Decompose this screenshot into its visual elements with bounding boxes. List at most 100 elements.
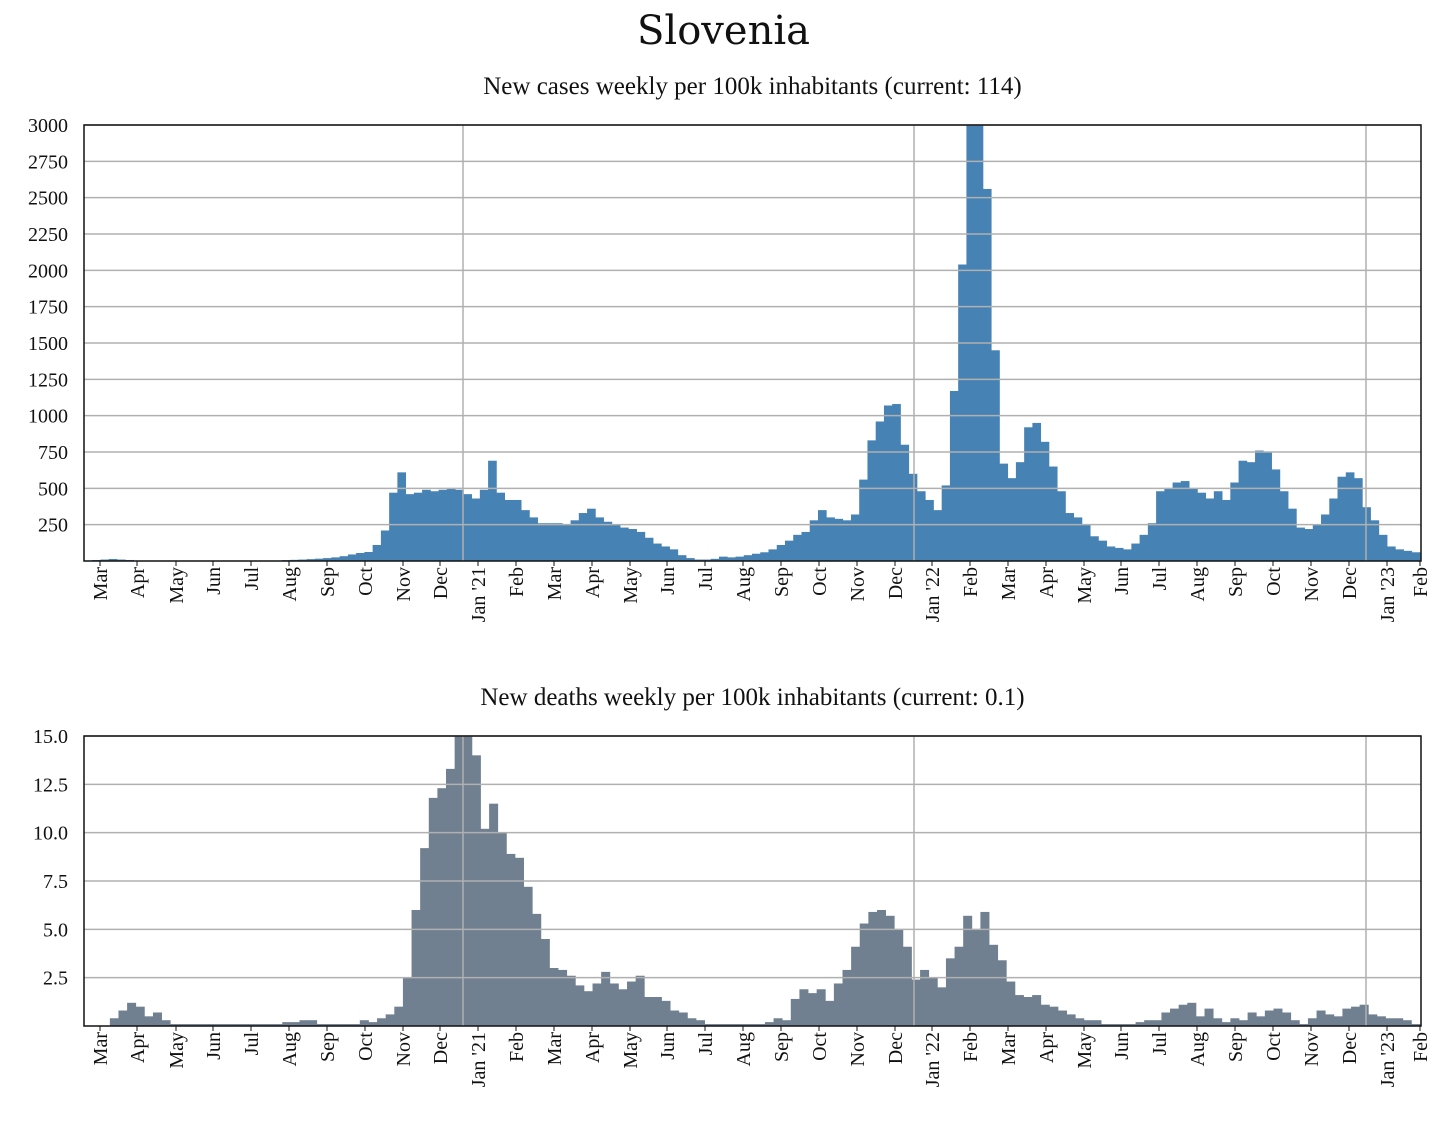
cases-bar bbox=[1131, 543, 1141, 561]
deaths-xtick-label: Feb bbox=[960, 1032, 982, 1062]
deaths-bar bbox=[1238, 1020, 1249, 1026]
cases-bar bbox=[999, 463, 1009, 561]
cases-bar bbox=[1139, 534, 1149, 561]
cases-bar bbox=[339, 556, 349, 561]
deaths-bar bbox=[428, 797, 438, 1026]
deaths-xtick-label: Apr bbox=[582, 1032, 604, 1063]
cases-bar bbox=[620, 527, 629, 561]
cases-bar bbox=[784, 540, 794, 561]
deaths-bar bbox=[480, 828, 490, 1026]
deaths-ytick-label: 15.0 bbox=[33, 726, 68, 748]
deaths-bar bbox=[1195, 1016, 1205, 1026]
deaths-bar bbox=[1221, 1022, 1231, 1026]
cases-xtick-label: Jan '22 bbox=[922, 567, 944, 622]
cases-ytick-label: 750 bbox=[38, 442, 68, 464]
deaths-bar bbox=[532, 913, 542, 1026]
deaths-xtick-label: Nov bbox=[1301, 1032, 1323, 1066]
deaths-xtick-label: Mar bbox=[90, 1032, 112, 1066]
deaths-bar bbox=[790, 998, 800, 1026]
deaths-bar bbox=[928, 977, 938, 1026]
deaths-bar bbox=[256, 1024, 266, 1026]
cases-bar bbox=[892, 404, 901, 561]
deaths-bar bbox=[1049, 1006, 1059, 1026]
cases-bar bbox=[1329, 498, 1338, 561]
cases-ytick-label: 2500 bbox=[28, 188, 68, 210]
cases-bar bbox=[1106, 546, 1116, 561]
cases-bar bbox=[1147, 523, 1157, 561]
cases-bar bbox=[958, 264, 967, 561]
cases-xtick-label: Sep bbox=[771, 567, 793, 597]
cases-bar bbox=[512, 499, 522, 561]
cases-bar bbox=[603, 521, 613, 561]
deaths-bar bbox=[437, 788, 447, 1026]
cases-bar bbox=[331, 557, 341, 561]
deaths-bar bbox=[1351, 1006, 1361, 1026]
deaths-bar bbox=[652, 997, 662, 1026]
cases-bar bbox=[364, 551, 374, 561]
deaths-bar bbox=[377, 1018, 387, 1026]
cases-bar bbox=[545, 523, 555, 561]
cases-bar bbox=[752, 553, 761, 561]
deaths-bar bbox=[997, 960, 1007, 1026]
cases-xtick-label: Aug bbox=[733, 567, 755, 601]
cases-xtick-label: Nov bbox=[847, 567, 869, 601]
cases-xtick-label: Feb bbox=[960, 567, 982, 597]
deaths-bar bbox=[1394, 1018, 1404, 1026]
cases-bar bbox=[413, 492, 423, 561]
deaths-bar bbox=[1057, 1010, 1068, 1026]
cases-xtick-label: Jul bbox=[241, 567, 263, 591]
deaths-bar bbox=[1152, 1020, 1162, 1026]
cases-xtick-label: Sep bbox=[317, 567, 339, 597]
cases-bar bbox=[1354, 478, 1363, 561]
deaths-bar bbox=[178, 1024, 188, 1026]
deaths-bar bbox=[1247, 1012, 1257, 1026]
cases-bar bbox=[1197, 492, 1206, 561]
deaths-bar bbox=[713, 1024, 723, 1026]
cases-frame bbox=[83, 124, 1422, 562]
deaths-bar bbox=[1273, 1008, 1283, 1026]
page-title: Slovenia bbox=[637, 8, 810, 54]
deaths-bar bbox=[670, 1010, 680, 1026]
deaths-bar bbox=[1170, 1008, 1180, 1026]
cases-bar bbox=[1321, 514, 1330, 561]
cases-bar bbox=[760, 552, 769, 561]
deaths-bar bbox=[1333, 1016, 1343, 1026]
cases-bar bbox=[389, 492, 398, 561]
cases-bar bbox=[488, 460, 497, 561]
deaths-bar bbox=[885, 915, 895, 1026]
deaths-xtick-label: Dec bbox=[430, 1032, 452, 1064]
deaths-bar bbox=[980, 911, 990, 1026]
deaths-xtick-label: Sep bbox=[317, 1032, 339, 1062]
cases-ytick-label: 2750 bbox=[28, 151, 68, 173]
cases-xtick-label: Sep bbox=[1225, 567, 1247, 597]
cases-bar bbox=[1205, 498, 1215, 561]
deaths-xtick-label: Sep bbox=[1225, 1032, 1247, 1062]
cases-bar bbox=[776, 545, 786, 561]
deaths-bar bbox=[290, 1022, 300, 1026]
deaths-ytick-label: 5.0 bbox=[43, 919, 68, 941]
deaths-frame bbox=[83, 735, 1422, 1027]
cases-bar bbox=[1304, 529, 1314, 561]
cases-bar bbox=[743, 555, 753, 561]
cases-bar bbox=[1156, 491, 1165, 561]
cases-bar bbox=[306, 559, 316, 561]
deaths-bar bbox=[1187, 1002, 1197, 1026]
deaths-xtick-label: Aug bbox=[279, 1032, 301, 1066]
cases-bar bbox=[537, 523, 547, 561]
deaths-bar bbox=[523, 886, 533, 1026]
deaths-xtick-label: Oct bbox=[1263, 1032, 1285, 1061]
cases-bar bbox=[380, 530, 390, 561]
deaths-bar bbox=[945, 958, 955, 1026]
deaths-xtick-label: Jul bbox=[1149, 1032, 1171, 1056]
cases-bar bbox=[1403, 550, 1413, 561]
deaths-bar bbox=[1118, 1024, 1128, 1026]
deaths-xtick-label: Mar bbox=[544, 1032, 566, 1066]
deaths-bar bbox=[1342, 1008, 1352, 1026]
deaths-bar bbox=[540, 939, 550, 1026]
deaths-xtick-label: Oct bbox=[809, 1032, 831, 1061]
cases-bar bbox=[661, 546, 670, 561]
deaths-bar bbox=[721, 1024, 731, 1026]
cases-chart: 250 500 750 1000 1250 1500 1750 2000 2250 2500 275… bbox=[28, 115, 1432, 622]
cases-bar bbox=[1065, 513, 1075, 561]
